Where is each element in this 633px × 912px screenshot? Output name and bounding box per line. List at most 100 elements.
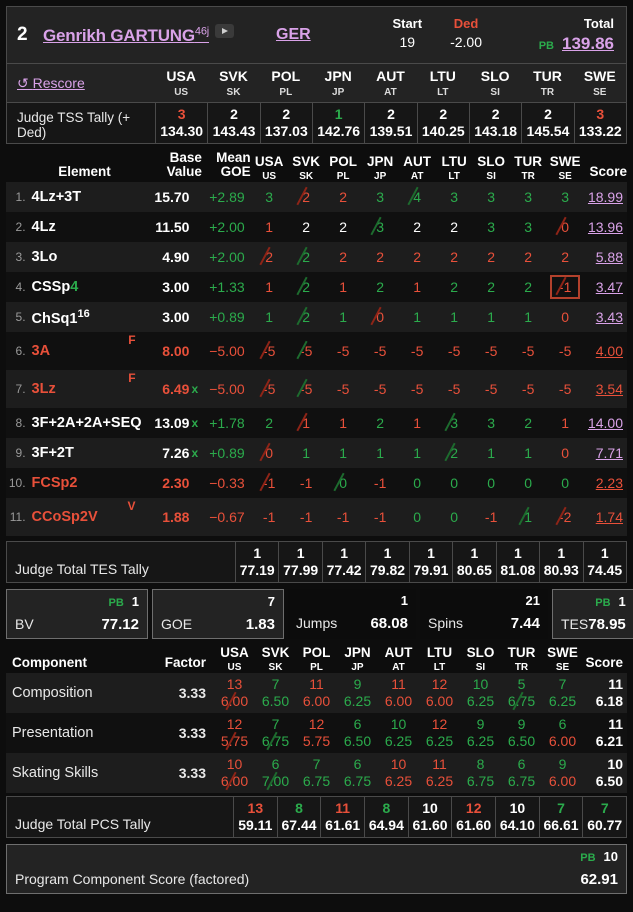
nation-link[interactable]: GER — [276, 26, 311, 43]
judge-goe-cell[interactable]: 0 — [546, 212, 584, 242]
judge-goe-cell[interactable]: 2 — [287, 242, 325, 272]
component-row[interactable]: Skating Skills 3.33 10 6.00 6 7.00 7 6.75 6 6.75 1… — [6, 753, 627, 793]
element-name[interactable]: ChSq116 — [27, 302, 142, 332]
element-row[interactable]: 6. 3A F 8.00 −5.00 -5 -5 -5 -5 -5 -5 -5 -5 -5 4.00 — [6, 332, 627, 370]
element-name[interactable]: FCSp2 — [27, 468, 142, 498]
judge-goe-cell[interactable]: 3 — [361, 212, 399, 242]
judge-goe-cell[interactable]: 2 — [398, 242, 436, 272]
judge-goe-cell[interactable]: 1 — [435, 302, 473, 332]
judge-goe-cell[interactable]: 2 — [509, 408, 547, 438]
judge-goe-cell[interactable]: 3 — [361, 182, 399, 212]
element-score[interactable]: 3.43 — [583, 302, 627, 332]
element-name[interactable]: 4Lz+3T — [27, 182, 142, 212]
judge-goe-cell[interactable]: 2 — [546, 242, 584, 272]
component-judge-cell[interactable]: 7 6.50 — [255, 673, 296, 713]
judge-goe-cell[interactable]: 0 — [472, 468, 510, 498]
judge-goe-cell[interactable]: 1 — [398, 302, 436, 332]
component-judge-cell[interactable]: 10 6.25 — [378, 753, 419, 793]
component-judge-cell[interactable]: 10 6.25 — [460, 673, 501, 713]
element-name[interactable]: 4Lz — [27, 212, 142, 242]
judge-goe-cell[interactable]: 1 — [398, 272, 436, 302]
judge-goe-cell[interactable]: -5 — [435, 332, 473, 370]
judge-goe-cell[interactable]: -5 — [398, 332, 436, 370]
judge-goe-cell[interactable]: 2 — [472, 242, 510, 272]
element-score[interactable]: 3.54 — [583, 370, 627, 408]
component-judge-cell[interactable]: 9 6.50 — [501, 713, 542, 753]
judge-goe-cell[interactable]: 0 — [398, 498, 436, 536]
component-judge-cell[interactable]: 9 6.00 — [542, 753, 583, 793]
judge-goe-cell[interactable]: -1 — [324, 498, 362, 536]
judge-goe-cell[interactable]: -5 — [250, 332, 288, 370]
judge-goe-cell[interactable]: -5 — [398, 370, 436, 408]
judge-goe-cell[interactable]: 3 — [472, 182, 510, 212]
judge-goe-cell[interactable]: -5 — [361, 370, 399, 408]
judge-goe-cell[interactable]: -5 — [546, 370, 584, 408]
judge-goe-cell[interactable]: 3 — [472, 408, 510, 438]
judge-goe-cell[interactable]: 0 — [546, 438, 584, 468]
judge-goe-cell[interactable]: 2 — [361, 272, 399, 302]
judge-goe-cell[interactable]: 2 — [361, 408, 399, 438]
component-row[interactable]: Composition 3.33 13 6.00 7 6.50 11 6.00 9 6.25 11 6… — [6, 673, 627, 713]
judge-goe-cell[interactable]: 2 — [250, 242, 288, 272]
judge-goe-cell[interactable]: 3 — [509, 212, 547, 242]
component-judge-cell[interactable]: 9 6.25 — [337, 673, 378, 713]
judge-goe-cell[interactable]: -5 — [435, 370, 473, 408]
element-row[interactable]: 10. FCSp2 2.30 −0.33 -1 -1 0 -1 0 0 0 0 0 2.23 — [6, 468, 627, 498]
judge-goe-cell[interactable]: -5 — [472, 370, 510, 408]
judge-goe-cell[interactable]: 1 — [324, 408, 362, 438]
judge-goe-cell[interactable]: 2 — [250, 408, 288, 438]
judge-goe-cell[interactable]: -5 — [472, 332, 510, 370]
component-judge-cell[interactable]: 11 6.00 — [378, 673, 419, 713]
judge-goe-cell[interactable]: 3 — [250, 182, 288, 212]
judge-goe-cell[interactable]: 1 — [546, 408, 584, 438]
component-judge-cell[interactable]: 10 6.00 — [214, 753, 255, 793]
judge-goe-cell[interactable]: 1 — [250, 302, 288, 332]
component-judge-cell[interactable]: 6 7.00 — [255, 753, 296, 793]
judge-goe-cell[interactable]: -5 — [287, 332, 325, 370]
element-name[interactable]: CSSp4 — [27, 272, 142, 302]
component-judge-cell[interactable]: 6 6.00 — [542, 713, 583, 753]
skater-name-link[interactable]: Genrikh GARTUNG46j — [43, 25, 209, 45]
component-judge-cell[interactable]: 12 6.00 — [419, 673, 460, 713]
component-judge-cell[interactable]: 12 5.75 — [214, 713, 255, 753]
element-row[interactable]: 1. 4Lz+3T 15.70 +2.89 3 2 2 3 4 3 3 3 3 18.99 — [6, 182, 627, 212]
judge-goe-cell[interactable]: 2 — [435, 242, 473, 272]
element-score[interactable]: 5.88 — [583, 242, 627, 272]
component-judge-cell[interactable]: 11 6.00 — [296, 673, 337, 713]
judge-goe-cell[interactable]: 3 — [435, 408, 473, 438]
judge-goe-cell[interactable]: 2 — [398, 212, 436, 242]
component-judge-cell[interactable]: 5 6.75 — [501, 673, 542, 713]
element-score[interactable]: 14.00 — [583, 408, 627, 438]
judge-goe-cell[interactable]: -1 — [361, 468, 399, 498]
judge-goe-cell[interactable]: 0 — [361, 302, 399, 332]
judge-goe-cell[interactable]: 1 — [250, 212, 288, 242]
judge-goe-cell[interactable]: -1 — [287, 498, 325, 536]
judge-goe-cell[interactable]: 1 — [324, 438, 362, 468]
element-score[interactable]: 3.47 — [583, 272, 627, 302]
judge-goe-cell[interactable]: 4 — [398, 182, 436, 212]
judge-goe-cell[interactable]: 0 — [250, 438, 288, 468]
judge-goe-cell[interactable]: -5 — [361, 332, 399, 370]
judge-goe-cell[interactable]: 3 — [435, 182, 473, 212]
element-name[interactable]: 3A F — [27, 332, 142, 370]
judge-goe-cell[interactable]: 0 — [398, 468, 436, 498]
element-name[interactable]: 3F+2T — [27, 438, 142, 468]
judge-goe-cell[interactable]: 1 — [287, 408, 325, 438]
judge-goe-cell[interactable]: 1 — [509, 438, 547, 468]
judge-goe-cell[interactable]: 1 — [398, 408, 436, 438]
judge-goe-cell[interactable]: -5 — [546, 332, 584, 370]
component-row[interactable]: Presentation 3.33 12 5.75 7 6.75 12 5.75 6 6.50 10… — [6, 713, 627, 753]
judge-goe-cell[interactable]: 3 — [546, 182, 584, 212]
component-judge-cell[interactable]: 6 6.75 — [501, 753, 542, 793]
component-judge-cell[interactable]: 12 6.25 — [419, 713, 460, 753]
judge-goe-cell[interactable]: 2 — [361, 242, 399, 272]
element-row[interactable]: 11. CCoSp2V V 1.88 −0.67 -1 -1 -1 -1 0 0 -1 1 -2 1.74 — [6, 498, 627, 536]
element-row[interactable]: 3. 3Lo 4.90 +2.00 2 2 2 2 2 2 2 2 2 5.88 — [6, 242, 627, 272]
judge-goe-cell[interactable]: -5 — [250, 370, 288, 408]
component-judge-cell[interactable]: 12 5.75 — [296, 713, 337, 753]
judge-goe-cell[interactable]: -1 — [250, 468, 288, 498]
judge-goe-cell[interactable]: 0 — [509, 468, 547, 498]
judge-goe-cell[interactable]: 2 — [472, 272, 510, 302]
component-judge-cell[interactable]: 7 6.75 — [296, 753, 337, 793]
judge-goe-cell[interactable]: -5 — [324, 332, 362, 370]
